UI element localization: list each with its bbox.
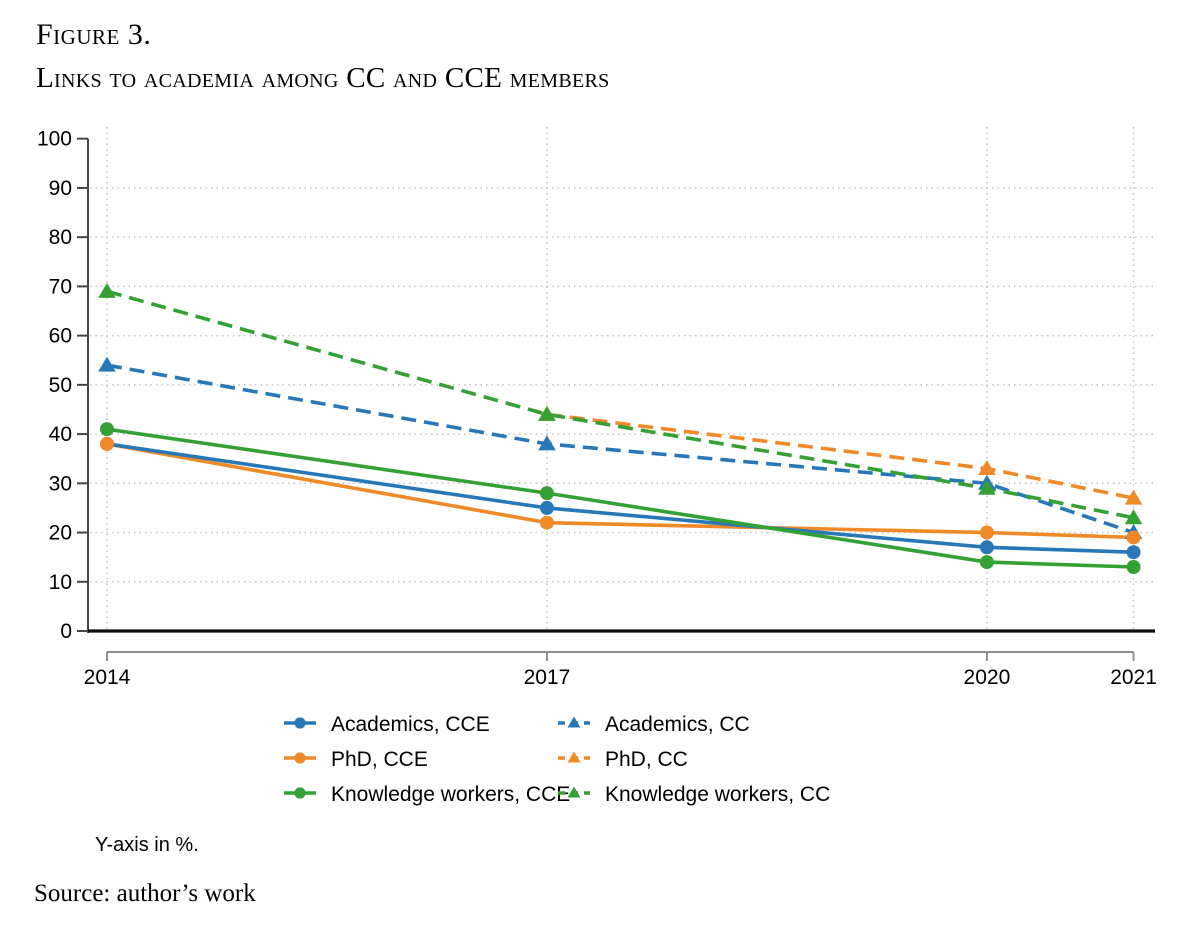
- figure-label: Figure 3.: [36, 18, 152, 51]
- svg-text:60: 60: [49, 325, 72, 348]
- legend-swatch-knowledge-workers-cce: [283, 783, 317, 808]
- svg-text:2014: 2014: [84, 666, 131, 689]
- y-axis-note: Y-axis in %.: [95, 834, 199, 856]
- legend-item-phd-cce: PhD, CCE: [283, 747, 557, 773]
- legend-label: PhD, CC: [605, 748, 688, 771]
- figure-title: Links to academia among CC and CCE membe…: [36, 62, 610, 94]
- legend-swatch-phd-cce: [283, 748, 317, 773]
- svg-text:0: 0: [60, 620, 72, 643]
- svg-text:2020: 2020: [964, 666, 1011, 689]
- legend-label: Knowledge workers, CCE: [331, 783, 571, 806]
- svg-text:30: 30: [49, 472, 72, 495]
- legend-item-phd-cc: PhD, CC: [557, 747, 830, 773]
- svg-text:90: 90: [49, 177, 72, 200]
- svg-text:70: 70: [49, 275, 72, 298]
- legend-item-knowledge-workers-cc: Knowledge workers, CC: [557, 782, 830, 808]
- legend-swatch-phd-cc: [557, 748, 591, 773]
- legend-label: Knowledge workers, CC: [605, 783, 831, 806]
- legend-item-academics-cc: Academics, CC: [557, 712, 830, 738]
- svg-text:10: 10: [49, 571, 72, 594]
- legend-item-academics-cce: Academics, CCE: [283, 712, 557, 738]
- svg-text:50: 50: [49, 374, 72, 397]
- legend-label: Academics, CCE: [331, 713, 490, 736]
- svg-text:100: 100: [37, 128, 72, 151]
- line-chart: 0 10 20 30 40 50 60 70 80 90 100 2014 2017 2020 2021: [37, 127, 1157, 689]
- chart-legend: Academics, CCE Academics, CC PhD, CCE Ph…: [283, 712, 830, 808]
- svg-text:80: 80: [49, 226, 72, 249]
- legend-swatch-academics-cc: [557, 713, 591, 738]
- legend-swatch-knowledge-workers-cc: [557, 783, 591, 808]
- legend-item-knowledge-workers-cce: Knowledge workers, CCE: [283, 782, 570, 808]
- legend-label: PhD, CCE: [331, 748, 428, 771]
- svg-text:20: 20: [49, 522, 72, 545]
- svg-text:2017: 2017: [524, 666, 571, 689]
- source-note: Source: author’s work: [34, 880, 256, 907]
- svg-text:2021: 2021: [1110, 666, 1157, 689]
- legend-label: Academics, CC: [605, 713, 750, 736]
- svg-text:40: 40: [49, 423, 72, 446]
- legend-swatch-academics-cce: [283, 713, 317, 738]
